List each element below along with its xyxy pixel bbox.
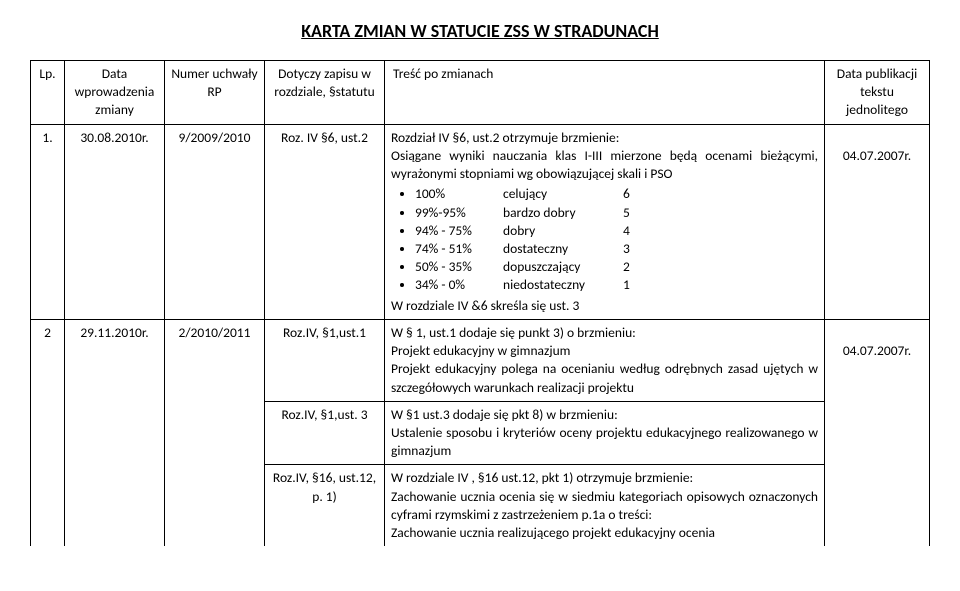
header-lp: Lp. <box>31 61 65 125</box>
grade-list: 100%celujący6 99%-95%bardzo dobry5 94% -… <box>415 185 818 294</box>
table-row: 1. 30.08.2010r. 9/2009/2010 Roz. IV §6, … <box>31 124 930 319</box>
list-item: 100%celujący6 <box>415 185 818 203</box>
cell-tresc: W §1 ust.3 dodaje się pkt 8) w brzmieniu… <box>385 401 825 465</box>
tresc-line: W rozdziale IV , §16 ust.12, pkt 1) otrz… <box>391 469 818 487</box>
cell-dotyczy: Roz.IV, §1,ust. 3 <box>265 401 385 465</box>
cell-lp <box>31 465 65 546</box>
table-row: Roz.IV, §1,ust. 3 W §1 ust.3 dodaje się … <box>31 401 930 465</box>
cell-dotyczy: Roz.IV, §16, ust.12, p. 1) <box>265 465 385 546</box>
table-row: Roz.IV, §16, ust.12, p. 1) W rozdziale I… <box>31 465 930 546</box>
tresc-line: Ustalenie sposobu i kryteriów oceny proj… <box>391 424 818 460</box>
tresc-line: Projekt edukacyjny polega na ocenianiu w… <box>391 360 818 396</box>
table-row: 2 29.11.2010r. 2/2010/2011 Roz.IV, §1,us… <box>31 319 930 401</box>
cell-numer: 2/2010/2011 <box>165 319 265 401</box>
cell-pub: 04.07.2007r. <box>825 319 930 401</box>
cell-pub <box>825 401 930 465</box>
tresc-end: W rozdziale IV &6 skreśla się ust. 3 <box>391 297 818 315</box>
header-tresc: Treść po zmianach <box>385 61 825 125</box>
tresc-intro: Rozdział IV §6, ust.2 otrzymuje brzmieni… <box>391 129 818 147</box>
page-title: KARTA ZMIAN W STATUCIE ZSS W STRADUNACH <box>30 20 930 42</box>
cell-data: 29.11.2010r. <box>65 319 165 401</box>
cell-lp: 2 <box>31 319 65 401</box>
tresc-line: Zachowanie ucznia ocenia się w siedmiu k… <box>391 488 818 524</box>
cell-pub: 04.07.2007r. <box>825 124 930 319</box>
list-item: 50% - 35%dopuszczający2 <box>415 258 818 276</box>
header-dotyczy: Dotyczy zapisu w rozdziale, §statutu <box>265 61 385 125</box>
cell-lp <box>31 401 65 465</box>
cell-numer: 9/2009/2010 <box>165 124 265 319</box>
list-item: 34% - 0%niedostateczny1 <box>415 276 818 294</box>
list-item: 74% - 51%dostateczny3 <box>415 240 818 258</box>
list-item: 99%-95%bardzo dobry5 <box>415 204 818 222</box>
header-pub: Data publikacji tekstu jednolitego <box>825 61 930 125</box>
dotyczy-line: Roz.IV, §16, ust.12, <box>273 469 376 486</box>
list-item: 94% - 75%dobry4 <box>415 222 818 240</box>
cell-lp: 1. <box>31 124 65 319</box>
cell-tresc: Rozdział IV §6, ust.2 otrzymuje brzmieni… <box>385 124 825 319</box>
cell-dotyczy: Roz. IV §6, ust.2 <box>265 124 385 319</box>
tresc-line: W § 1, ust.1 dodaje się punkt 3) o brzmi… <box>391 324 818 342</box>
header-data: Data wprowadzenia zmiany <box>65 61 165 125</box>
cell-numer <box>165 401 265 465</box>
cell-numer <box>165 465 265 546</box>
cell-dotyczy: Roz.IV, §1,ust.1 <box>265 319 385 401</box>
header-numer: Numer uchwały RP <box>165 61 265 125</box>
tresc-line: Osiągane wyniki nauczania klas I-III mie… <box>391 147 818 183</box>
cell-tresc: W § 1, ust.1 dodaje się punkt 3) o brzmi… <box>385 319 825 401</box>
cell-data <box>65 465 165 546</box>
cell-tresc: W rozdziale IV , §16 ust.12, pkt 1) otrz… <box>385 465 825 546</box>
table-header-row: Lp. Data wprowadzenia zmiany Numer uchwa… <box>31 61 930 125</box>
cell-data: 30.08.2010r. <box>65 124 165 319</box>
dotyczy-line: p. 1) <box>312 488 337 505</box>
tresc-line: Zachowanie ucznia realizującego projekt … <box>391 524 818 542</box>
tresc-line: Projekt edukacyjny w gimnazjum <box>391 342 818 360</box>
tresc-line: W §1 ust.3 dodaje się pkt 8) w brzmieniu… <box>391 406 818 424</box>
cell-pub <box>825 465 930 546</box>
cell-data <box>65 401 165 465</box>
changes-table: Lp. Data wprowadzenia zmiany Numer uchwa… <box>30 60 930 546</box>
